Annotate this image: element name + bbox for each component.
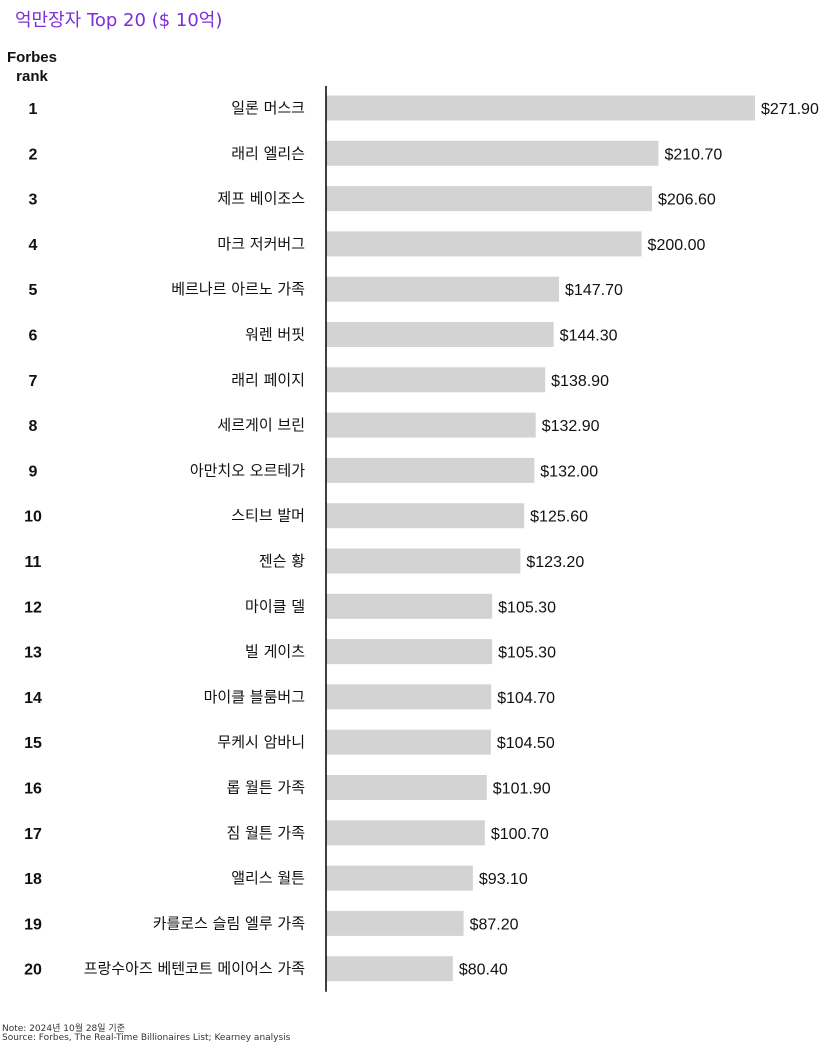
bar-chart: 1 일론 머스크 $271.90 2 래리 엘리슨 $210.70 3 제프 베이조스 $206… bbox=[24, 86, 819, 992]
rank-header-line1: Forbes bbox=[6, 49, 57, 66]
bar bbox=[326, 548, 521, 574]
bar bbox=[326, 503, 525, 529]
category-label: 프랑수아즈 베텐코트 메이어스 가족 bbox=[84, 960, 306, 978]
rank-label: 10 bbox=[24, 509, 42, 526]
category-label: 젠슨 황 bbox=[259, 552, 305, 570]
value-label: $144.30 bbox=[560, 328, 618, 345]
value-label: $147.70 bbox=[565, 282, 623, 299]
value-label: $87.20 bbox=[470, 916, 519, 933]
category-label: 마이클 델 bbox=[245, 597, 305, 615]
bar bbox=[326, 322, 554, 347]
category-label: 워렌 버핏 bbox=[245, 326, 305, 344]
category-label: 일론 머스크 bbox=[231, 99, 305, 117]
value-label: $100.70 bbox=[491, 826, 549, 843]
rank-label: 19 bbox=[24, 916, 42, 933]
bar bbox=[326, 865, 473, 891]
bar bbox=[326, 593, 493, 619]
rank-label: 7 bbox=[29, 373, 38, 390]
value-label: $104.50 bbox=[497, 735, 555, 752]
rank-label: 1 bbox=[29, 101, 38, 118]
bar bbox=[326, 140, 659, 166]
rank-column-header: Forbes rank bbox=[0, 48, 64, 86]
rank-label: 18 bbox=[24, 871, 42, 888]
value-label: $123.20 bbox=[526, 554, 584, 571]
bar bbox=[326, 186, 652, 212]
category-label: 무케시 암바니 bbox=[217, 733, 305, 751]
category-label: 빌 게이츠 bbox=[245, 643, 305, 661]
bar bbox=[326, 412, 536, 438]
category-label: 래리 페이지 bbox=[231, 371, 305, 389]
value-label: $104.70 bbox=[497, 690, 555, 707]
category-label: 래리 엘리슨 bbox=[231, 144, 305, 162]
rank-label: 20 bbox=[24, 962, 42, 979]
category-label: 롭 월튼 가족 bbox=[226, 779, 305, 797]
rank-label: 8 bbox=[29, 418, 38, 435]
bar bbox=[326, 910, 464, 936]
rank-label: 2 bbox=[29, 146, 38, 163]
category-label: 앨리스 월튼 bbox=[231, 869, 305, 887]
bar bbox=[326, 457, 535, 483]
rank-label: 11 bbox=[25, 554, 42, 571]
bar bbox=[326, 276, 560, 302]
chart-title: 억만장자 Top 20 ($ 10억) bbox=[15, 10, 223, 31]
rank-label: 9 bbox=[29, 463, 38, 480]
rank-label: 12 bbox=[24, 599, 42, 616]
chart-source: Source: Forbes, The Real-Time Billionair… bbox=[2, 1033, 291, 1043]
category-label: 짐 월튼 가족 bbox=[226, 824, 305, 842]
bar bbox=[326, 639, 493, 665]
category-label: 베르나르 아르노 가족 bbox=[171, 280, 305, 298]
category-label: 마크 저커버그 bbox=[217, 235, 305, 253]
value-label: $105.30 bbox=[498, 645, 556, 662]
chart-note: Note: 2024년 10월 28일 기준 bbox=[2, 1024, 125, 1034]
value-label: $132.90 bbox=[542, 418, 600, 435]
rank-header-line2: rank bbox=[16, 68, 48, 85]
value-label: $210.70 bbox=[664, 146, 722, 163]
bar bbox=[326, 367, 546, 393]
value-label: $125.60 bbox=[530, 509, 588, 526]
bar bbox=[326, 729, 491, 755]
bar bbox=[326, 684, 492, 710]
value-label: $105.30 bbox=[498, 599, 556, 616]
rank-label: 16 bbox=[24, 781, 42, 798]
value-label: $206.60 bbox=[658, 192, 716, 209]
value-label: $80.40 bbox=[459, 962, 508, 979]
rank-label: 14 bbox=[24, 690, 42, 707]
rank-label: 13 bbox=[24, 645, 42, 662]
category-label: 세르게이 브린 bbox=[217, 416, 305, 434]
category-label: 카를로스 슬림 엘루 가족 bbox=[153, 914, 306, 932]
rank-label: 3 bbox=[29, 192, 38, 209]
category-label: 스티브 발머 bbox=[231, 507, 305, 525]
rank-label: 4 bbox=[29, 237, 38, 254]
category-label: 아만치오 오르테가 bbox=[190, 461, 305, 479]
value-label: $200.00 bbox=[648, 237, 706, 254]
value-label: $132.00 bbox=[540, 463, 598, 480]
bar bbox=[326, 956, 453, 982]
bar bbox=[326, 95, 755, 121]
value-label: $138.90 bbox=[551, 373, 609, 390]
category-label: 제프 베이조스 bbox=[217, 190, 305, 208]
bar bbox=[326, 820, 485, 846]
rank-label: 15 bbox=[24, 735, 42, 752]
category-label: 마이클 블룸버그 bbox=[204, 688, 305, 706]
bar bbox=[326, 775, 487, 800]
value-label: $271.90 bbox=[761, 101, 819, 118]
value-label: $93.10 bbox=[479, 871, 528, 888]
rank-label: 5 bbox=[29, 282, 38, 299]
rank-label: 17 bbox=[24, 826, 42, 843]
bar bbox=[326, 231, 642, 257]
rank-label: 6 bbox=[29, 328, 38, 345]
value-label: $101.90 bbox=[493, 781, 551, 798]
